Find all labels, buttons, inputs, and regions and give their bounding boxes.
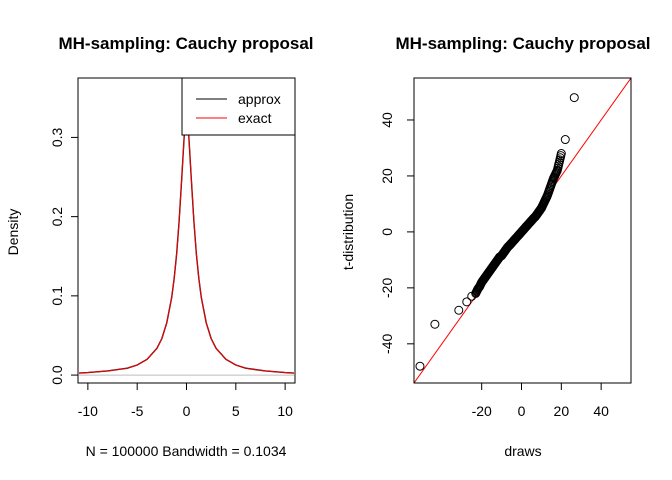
qq-point [462,297,472,307]
y-tick-label: 0 [379,228,395,236]
qq-y-label: t-distribution [340,194,356,270]
qq-point [556,149,566,159]
qq-point [569,93,579,103]
x-tick-label: -20 [472,403,492,419]
y-tick-label: -40 [379,333,395,353]
density-legend: approx exact [181,77,296,136]
qq-y-axis: -40 -20 0 20 40 [379,112,415,354]
qq-point [560,135,570,145]
qq-point [430,319,440,329]
x-tick-label: 40 [593,403,609,419]
legend-label-approx: approx [238,91,281,107]
y-tick-label: 20 [379,168,395,184]
x-tick-label: 0 [183,403,191,419]
qq-point [415,361,425,371]
density-x-label: N = 100000 Bandwidth = 0.1034 [86,443,287,459]
y-tick-label: 0.2 [49,207,65,227]
y-tick-label: -20 [379,278,395,298]
density-y-axis: 0.0 0.1 0.2 0.3 [49,127,79,385]
density-panel: MH-sampling: Cauchy proposal N = 100000 … [5,34,314,459]
x-tick-label: 0 [518,403,526,419]
x-tick-label: 20 [554,403,570,419]
qq-point [454,305,464,315]
density-x-axis: -10 -5 0 5 10 [78,382,293,419]
density-y-label: Density [5,209,21,256]
qq-panel: MH-sampling: Cauchy proposal draws t-dis… [340,34,651,459]
qq-points [415,93,579,371]
qq-title: MH-sampling: Cauchy proposal [395,34,650,53]
x-tick-label: 5 [232,403,240,419]
y-tick-label: 40 [379,112,395,128]
qq-x-axis: -20 0 20 40 [472,382,609,419]
qq-x-label: draws [504,443,541,459]
x-tick-label: -10 [78,403,98,419]
y-tick-label: 0.3 [49,127,65,147]
y-tick-label: 0.1 [49,286,65,306]
legend-box [181,77,296,136]
x-tick-label: 10 [277,403,293,419]
density-title: MH-sampling: Cauchy proposal [58,34,313,53]
y-tick-label: 0.0 [49,365,65,385]
x-tick-label: -5 [131,403,144,419]
legend-label-exact: exact [238,110,272,126]
